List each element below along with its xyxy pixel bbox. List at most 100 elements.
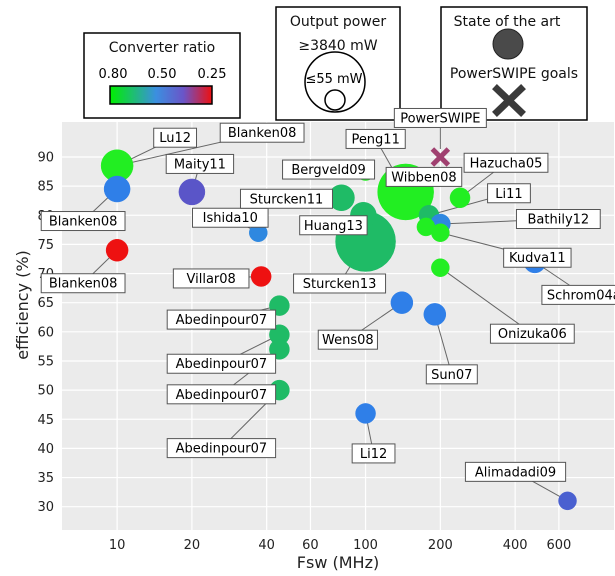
- y-tick-label: 55: [37, 354, 54, 369]
- point-label-box: [166, 384, 277, 405]
- y-tick-label: 35: [37, 471, 54, 486]
- state-of-the-art-label: State of the art: [454, 14, 561, 30]
- point-label-box: [239, 188, 333, 209]
- point-label-box: [317, 329, 378, 350]
- point-label: Sun07: [431, 368, 472, 383]
- output-power-min-circle: [324, 89, 346, 111]
- output-power-title: Output power: [290, 14, 387, 30]
- point-label: Li12: [360, 447, 387, 462]
- data-point: [558, 491, 577, 511]
- y-tick-label: 65: [37, 296, 54, 311]
- point-label: Wens08: [322, 333, 374, 348]
- point-label: Ishida10: [203, 211, 258, 226]
- data-point: [431, 258, 450, 277]
- y-tick-label: 60: [37, 325, 54, 340]
- point-label: Abedinpour07: [176, 313, 268, 328]
- converter-ratio-title: Converter ratio: [109, 40, 215, 56]
- data-point: [107, 156, 127, 175]
- point-label: Maity11: [174, 157, 226, 172]
- point-label: Huang13: [304, 219, 363, 234]
- point-label: Abedinpour07: [176, 357, 268, 372]
- point-label-box: [219, 122, 305, 143]
- data-point: [103, 175, 131, 203]
- point-label: Blanken08: [49, 215, 118, 230]
- point-label: Lu12: [159, 131, 191, 146]
- x-tick-label: 200: [428, 538, 453, 553]
- x-tick-label: 40: [258, 538, 275, 553]
- x-tick-label: 100: [353, 538, 378, 553]
- point-label-box: [489, 323, 575, 344]
- state-of-the-art-marker: [492, 28, 524, 60]
- x-tick-label: 400: [503, 538, 528, 553]
- point-labels: Lu12 Blanken08 Blanken08 Blanken08 Maity11 Is…: [40, 107, 615, 482]
- point-label-box: [40, 273, 126, 294]
- y-tick-label: 45: [37, 413, 54, 428]
- data-point: [416, 217, 436, 237]
- x-tick-labels: 10 20 40 60 100 200 400 600: [109, 538, 571, 553]
- marker-legend: State of the art PowerSWIPE goals: [440, 6, 588, 121]
- data-point: [105, 238, 129, 262]
- point-label: Sturcken13: [303, 277, 377, 292]
- x-tick-label: 10: [109, 538, 126, 553]
- data-point: [355, 403, 376, 424]
- powerswipe-goals-label: PowerSWIPE goals: [450, 66, 578, 82]
- converter-ratio-tick-0: 0.80: [99, 67, 128, 82]
- point-label-box: [425, 364, 478, 385]
- point-label-box: [166, 353, 277, 374]
- converter-ratio-tick-2: 0.25: [198, 67, 227, 82]
- y-tick-label: 85: [37, 180, 54, 195]
- point-label-box: [172, 268, 250, 289]
- goal-x-stroke: [430, 147, 451, 167]
- point-label: Alimadadi09: [475, 465, 556, 480]
- point-label-box: [40, 211, 126, 232]
- point-label-box: [166, 438, 277, 459]
- data-point: [449, 187, 471, 209]
- powerswipe-goals-marker: [492, 84, 526, 117]
- point-label-box: [282, 159, 376, 180]
- point-label-box: [351, 443, 396, 464]
- point-label-box: [166, 309, 277, 330]
- leader-line: [440, 267, 533, 335]
- y-tick-label: 40: [37, 442, 54, 457]
- point-label: Bathily12: [528, 213, 590, 228]
- point-label: Schrom04a: [547, 288, 615, 303]
- point-label-box: [345, 128, 406, 149]
- point-label-box: [541, 284, 615, 305]
- point-label: Blanken08: [228, 126, 297, 141]
- point-label-box: [293, 273, 387, 294]
- data-point: [390, 291, 414, 314]
- point-label-box: [463, 152, 549, 173]
- point-label: Sturcken11: [250, 192, 324, 207]
- y-tick-label: 50: [37, 384, 54, 399]
- y-tick-label: 90: [37, 150, 54, 165]
- point-label-box: [464, 461, 567, 482]
- point-label: Abedinpour07: [176, 388, 268, 403]
- point-label-box: [153, 127, 198, 148]
- output-power-max-circle: [304, 51, 366, 113]
- point-label: Li11: [495, 187, 522, 202]
- point-label: Villar08: [187, 272, 236, 287]
- converter-ratio-tick-1: 0.50: [148, 67, 177, 82]
- goal-marker: [430, 147, 451, 167]
- x-axis-title: Fsw (MHz): [297, 553, 379, 572]
- y-tick-labels: 30354045505560657075808590: [37, 150, 54, 515]
- x-tick-label: 20: [184, 538, 201, 553]
- point-label: Abedinpour07: [176, 442, 268, 457]
- point-label-box: [487, 183, 531, 204]
- point-label: Bergveld09: [291, 163, 365, 178]
- y-tick-label: 30: [37, 500, 54, 515]
- point-label-box: [515, 209, 601, 229]
- output-power-max-label: ≥3840 mW: [298, 38, 377, 54]
- point-label: Hazucha05: [470, 156, 543, 171]
- goal-label: PowerSWIPE: [400, 111, 480, 126]
- output-power-legend: Output power ≥3840 mW ≤55 mW: [275, 6, 401, 121]
- point-label-box: [385, 166, 463, 187]
- converter-ratio-legend: Converter ratio 0.80 0.50 0.25: [83, 32, 241, 119]
- goal-label-box: [393, 107, 487, 128]
- point-label: Kudva11: [509, 251, 566, 266]
- point-label-box: [503, 247, 572, 268]
- converter-ratio-colorbar: [109, 85, 213, 105]
- x-tick-label: 60: [302, 538, 319, 553]
- data-point: [250, 266, 272, 287]
